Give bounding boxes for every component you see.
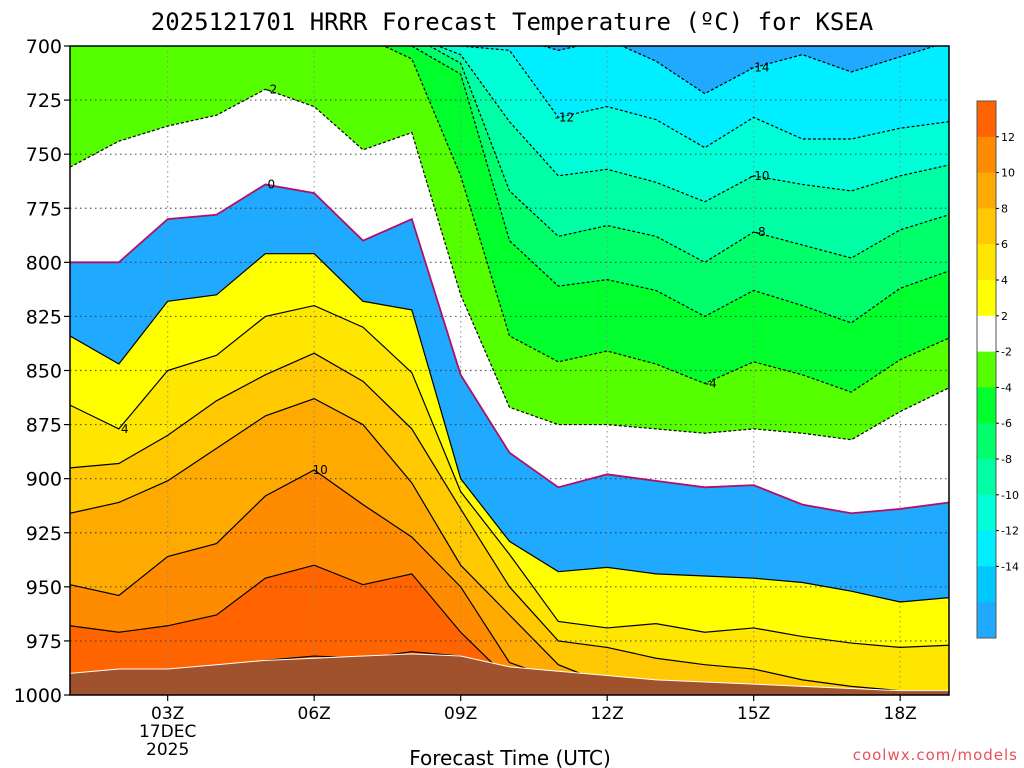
x-tick-label-12: 12Z (591, 704, 624, 724)
colorbar-segment-8 (977, 387, 996, 424)
contour-label--8: -8 (754, 225, 766, 239)
colorbar-segment-0 (977, 101, 996, 138)
y-tick-label-875: 875 (26, 415, 62, 437)
temperature-fill-layer (70, 46, 949, 695)
y-tick-label-700: 700 (26, 36, 62, 58)
colorbar-label--6: -6 (1001, 417, 1012, 430)
isotherm-line-4 (70, 304, 949, 649)
y-tick-label-850: 850 (26, 361, 62, 383)
isotherm-line-6 (70, 352, 949, 692)
y-tick-label-725: 725 (26, 90, 62, 112)
y-tick-label-825: 825 (26, 306, 62, 328)
contour-label-4: 4 (121, 422, 129, 436)
y-tick-label-950: 950 (26, 577, 62, 599)
x-tick-label-15: 15Z (737, 704, 770, 724)
ground-layer (70, 653, 949, 695)
colorbar-segment-13 (977, 566, 996, 603)
colorbar-segment-11 (977, 494, 996, 532)
y-tick-label-925: 925 (26, 523, 62, 545)
colorbar-label-6: 6 (1001, 238, 1008, 251)
x-tick-label-6: 06Z (298, 704, 331, 724)
isotherm-line-8 (70, 397, 677, 695)
colorbar-segment-1 (977, 136, 996, 174)
contour-label--4: -4 (705, 376, 717, 390)
isotherm-line--2 (70, 88, 949, 441)
isotherm-line--8 (428, 46, 949, 264)
y-tick-label-1000: 1000 (14, 685, 62, 707)
y-axis: 700 725 750 775 800 825 850 875 900 925 950 975 1000 (14, 36, 70, 707)
colorbar-label--4: -4 (1001, 381, 1012, 394)
colorbar-label-8: 8 (1001, 202, 1008, 215)
y-tick-label-900: 900 (26, 469, 62, 491)
colorbar-label-10: 10 (1001, 167, 1015, 180)
colorbar-label-2: 2 (1001, 310, 1008, 323)
contour-label-0: 0 (268, 177, 276, 191)
contour-label--12: -12 (555, 110, 575, 124)
chart-title: 2025121701 HRRR Forecast Temperature (ºC… (151, 8, 874, 36)
isotherm-line--12 (457, 46, 949, 149)
colorbar-label-12: 12 (1001, 131, 1015, 144)
y-tick-label-800: 800 (26, 252, 62, 274)
isotherm-line--6 (408, 46, 949, 324)
isotherm-line--14 (541, 46, 938, 95)
watermark-link[interactable]: coolwx.com/models (853, 746, 1018, 764)
colorbar-label--12: -12 (1001, 525, 1019, 538)
colorbar-segment-6 (977, 315, 996, 353)
y-tick-label-750: 750 (26, 144, 62, 166)
x-tick-label-18: 18Z (884, 704, 917, 724)
isotherm-line-0 (70, 183, 949, 515)
isotherm-line--4 (382, 46, 949, 393)
y-tick-label-975: 975 (26, 631, 62, 653)
x-tick-label-3: 03Z (151, 704, 184, 724)
colorbar-segment-4 (977, 244, 996, 281)
x-tick-label-9: 09Z (444, 704, 477, 724)
colorbar: 12 10 8 6 4 2 -2 -4 -6 -8 -10 -12 -14 (976, 100, 1019, 639)
colorbar-segment-5 (977, 280, 996, 317)
isotherm-line-2 (70, 253, 949, 603)
colorbar-label--14: -14 (1001, 560, 1019, 573)
colorbar-label--2: -2 (1001, 346, 1012, 359)
y-tick-label-775: 775 (26, 198, 62, 220)
contour-label-10: 10 (313, 463, 328, 477)
contour-label-layer: -14 -12 -10 -8 -4 -2 0 4 10 (121, 61, 770, 477)
colorbar-frame (976, 100, 997, 639)
isotherm-line--10 (436, 46, 949, 203)
colorbar-segment-7 (977, 351, 996, 388)
colorbar-label--8: -8 (1001, 453, 1012, 466)
contour-label--14: -14 (750, 61, 770, 75)
x-tick-sublabel-1: 2025 (146, 740, 189, 760)
isotherm-line-10 (70, 469, 598, 695)
colorbar-label--10: -10 (1001, 489, 1019, 502)
x-tick-sublabel-0: 17DEC (139, 722, 196, 742)
colorbar-segment-9 (977, 423, 996, 460)
contour-label--10: -10 (750, 169, 770, 183)
colorbar-segment-14 (977, 602, 996, 639)
colorbar-segment-3 (977, 208, 996, 245)
x-axis-label: Forecast Time (UTC) (409, 746, 611, 768)
colorbar-label-4: 4 (1001, 274, 1008, 287)
colorbar-segment-12 (977, 530, 996, 567)
contour-label--2: -2 (265, 82, 277, 96)
colorbar-segment-2 (977, 172, 996, 209)
surface-ground (70, 653, 949, 695)
colorbar-segment-10 (977, 459, 996, 496)
